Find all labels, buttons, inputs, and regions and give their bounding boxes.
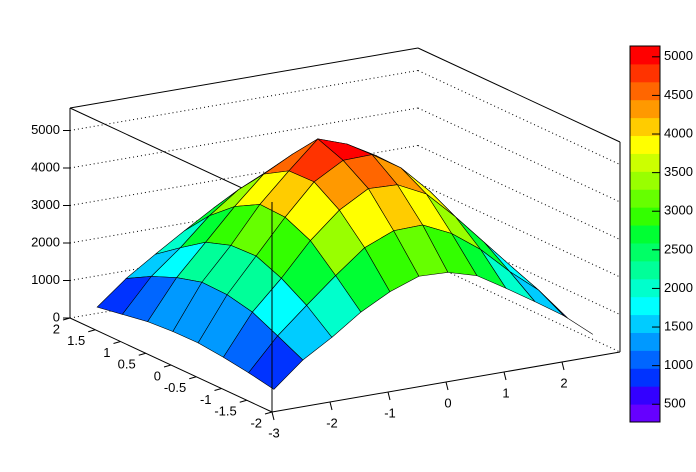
palette-band xyxy=(630,296,660,316)
x-tick-label: -2 xyxy=(326,415,338,430)
x-tick xyxy=(445,381,449,391)
palette-tick-label: 1000 xyxy=(664,357,693,372)
palette-band xyxy=(630,189,660,208)
palette-tick-label: 1500 xyxy=(664,318,693,333)
y-tick-label: -1.5 xyxy=(214,404,236,419)
palette-band xyxy=(630,207,660,226)
z-tick-label: 2000 xyxy=(31,234,60,249)
palette-tick-label: 4500 xyxy=(664,87,693,102)
box-edge xyxy=(69,47,419,109)
palette-tick-label: 2000 xyxy=(664,280,693,295)
palette-band xyxy=(630,171,660,190)
palette-band xyxy=(630,63,660,83)
y-tick-label: 1.5 xyxy=(67,333,85,348)
y-tick-label: -0.5 xyxy=(164,380,186,395)
grid-line xyxy=(69,107,419,169)
palette-band xyxy=(630,153,660,172)
y-tick-label: 1 xyxy=(103,345,110,360)
x-tick-label: 0 xyxy=(444,395,451,410)
z-tick-label: 0 xyxy=(53,309,60,324)
surface-cell xyxy=(248,335,304,390)
y-tick-label: -1 xyxy=(200,392,212,407)
x-tick xyxy=(271,411,275,421)
z-tick-label: 3000 xyxy=(31,197,60,212)
palette-tick-label: 2500 xyxy=(664,241,693,256)
palette-band xyxy=(630,81,660,101)
y-tick xyxy=(214,388,222,391)
box-edge xyxy=(69,107,273,203)
x-tick xyxy=(503,371,507,381)
palette-band xyxy=(630,314,660,333)
x-tick-label: -1 xyxy=(384,405,396,420)
palette-band xyxy=(630,278,660,298)
y-tick xyxy=(138,352,146,356)
y-tick xyxy=(113,341,121,344)
palette-band xyxy=(630,117,660,137)
y-tick-label: 2 xyxy=(53,321,60,336)
palette-tick-label: 3000 xyxy=(664,203,693,218)
surface-cell xyxy=(538,289,594,335)
palette-tick-label: 500 xyxy=(664,396,686,411)
palette-band xyxy=(630,242,660,262)
palette-band xyxy=(630,135,660,154)
grid-line xyxy=(69,70,419,131)
box-edge xyxy=(417,47,621,143)
palette-tick-label: 4000 xyxy=(664,125,693,140)
z-tick-label: 4000 xyxy=(31,159,60,174)
palette-band xyxy=(630,404,660,423)
palette-tick-label: 5000 xyxy=(664,48,693,63)
grid-line xyxy=(69,145,419,206)
palette-band xyxy=(630,332,660,351)
x-tick xyxy=(329,401,333,411)
y-tick xyxy=(264,411,273,415)
z-tick-label: 1000 xyxy=(31,272,60,287)
y-tick xyxy=(88,329,96,333)
y-tick xyxy=(163,364,172,368)
palette-tick-label: 3500 xyxy=(664,164,693,179)
palette-band xyxy=(630,386,660,405)
x-tick-label: 2 xyxy=(560,375,567,390)
palette-band xyxy=(630,260,660,280)
x-tick xyxy=(387,391,391,401)
y-tick-label: -2 xyxy=(250,415,262,430)
x-tick xyxy=(561,361,565,371)
x-tick-label: 1 xyxy=(502,385,509,400)
grid-line xyxy=(417,107,621,203)
palette-band xyxy=(630,350,660,369)
y-tick xyxy=(239,399,247,403)
y-tick-label: 0 xyxy=(154,368,161,383)
y-tick xyxy=(62,317,71,321)
palette-frame xyxy=(629,45,661,423)
grid-line xyxy=(417,70,621,165)
palette-band xyxy=(630,368,660,387)
palette-band xyxy=(630,225,660,244)
palette-band xyxy=(630,99,660,119)
z-tick-label: 5000 xyxy=(31,122,60,137)
y-tick-label: 0.5 xyxy=(118,357,136,372)
y-tick xyxy=(189,376,197,380)
palette-band xyxy=(630,46,660,65)
x-tick-label: -3 xyxy=(268,425,280,440)
